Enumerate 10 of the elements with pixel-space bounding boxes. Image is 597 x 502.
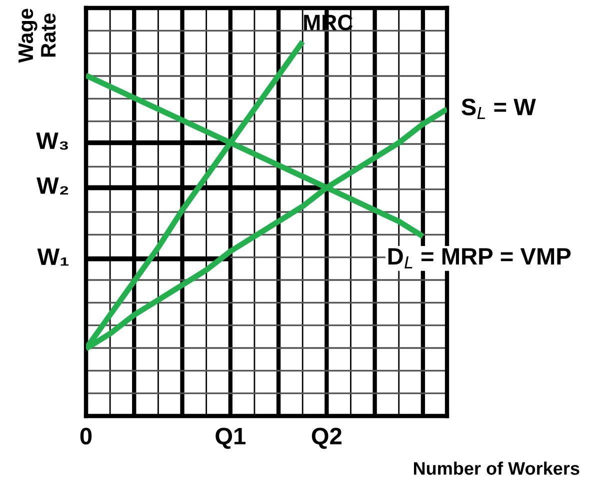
- series-label: D$_{L}$ = MRP = VMP: [388, 248, 571, 268]
- annotation: W₃: [36, 132, 68, 150]
- x-tick-label: 0: [80, 428, 92, 444]
- x-tick-label: Q1: [216, 428, 246, 449]
- annotation: W₂: [36, 178, 68, 195]
- x-tick-label: Q2: [312, 428, 342, 449]
- annotation: W₁: [37, 248, 69, 266]
- y-axis-title: Wage Rate: [18, 8, 56, 63]
- series-label: S$_{L}$ = W: [462, 98, 536, 120]
- x-axis-title: Number of Workers: [414, 462, 580, 475]
